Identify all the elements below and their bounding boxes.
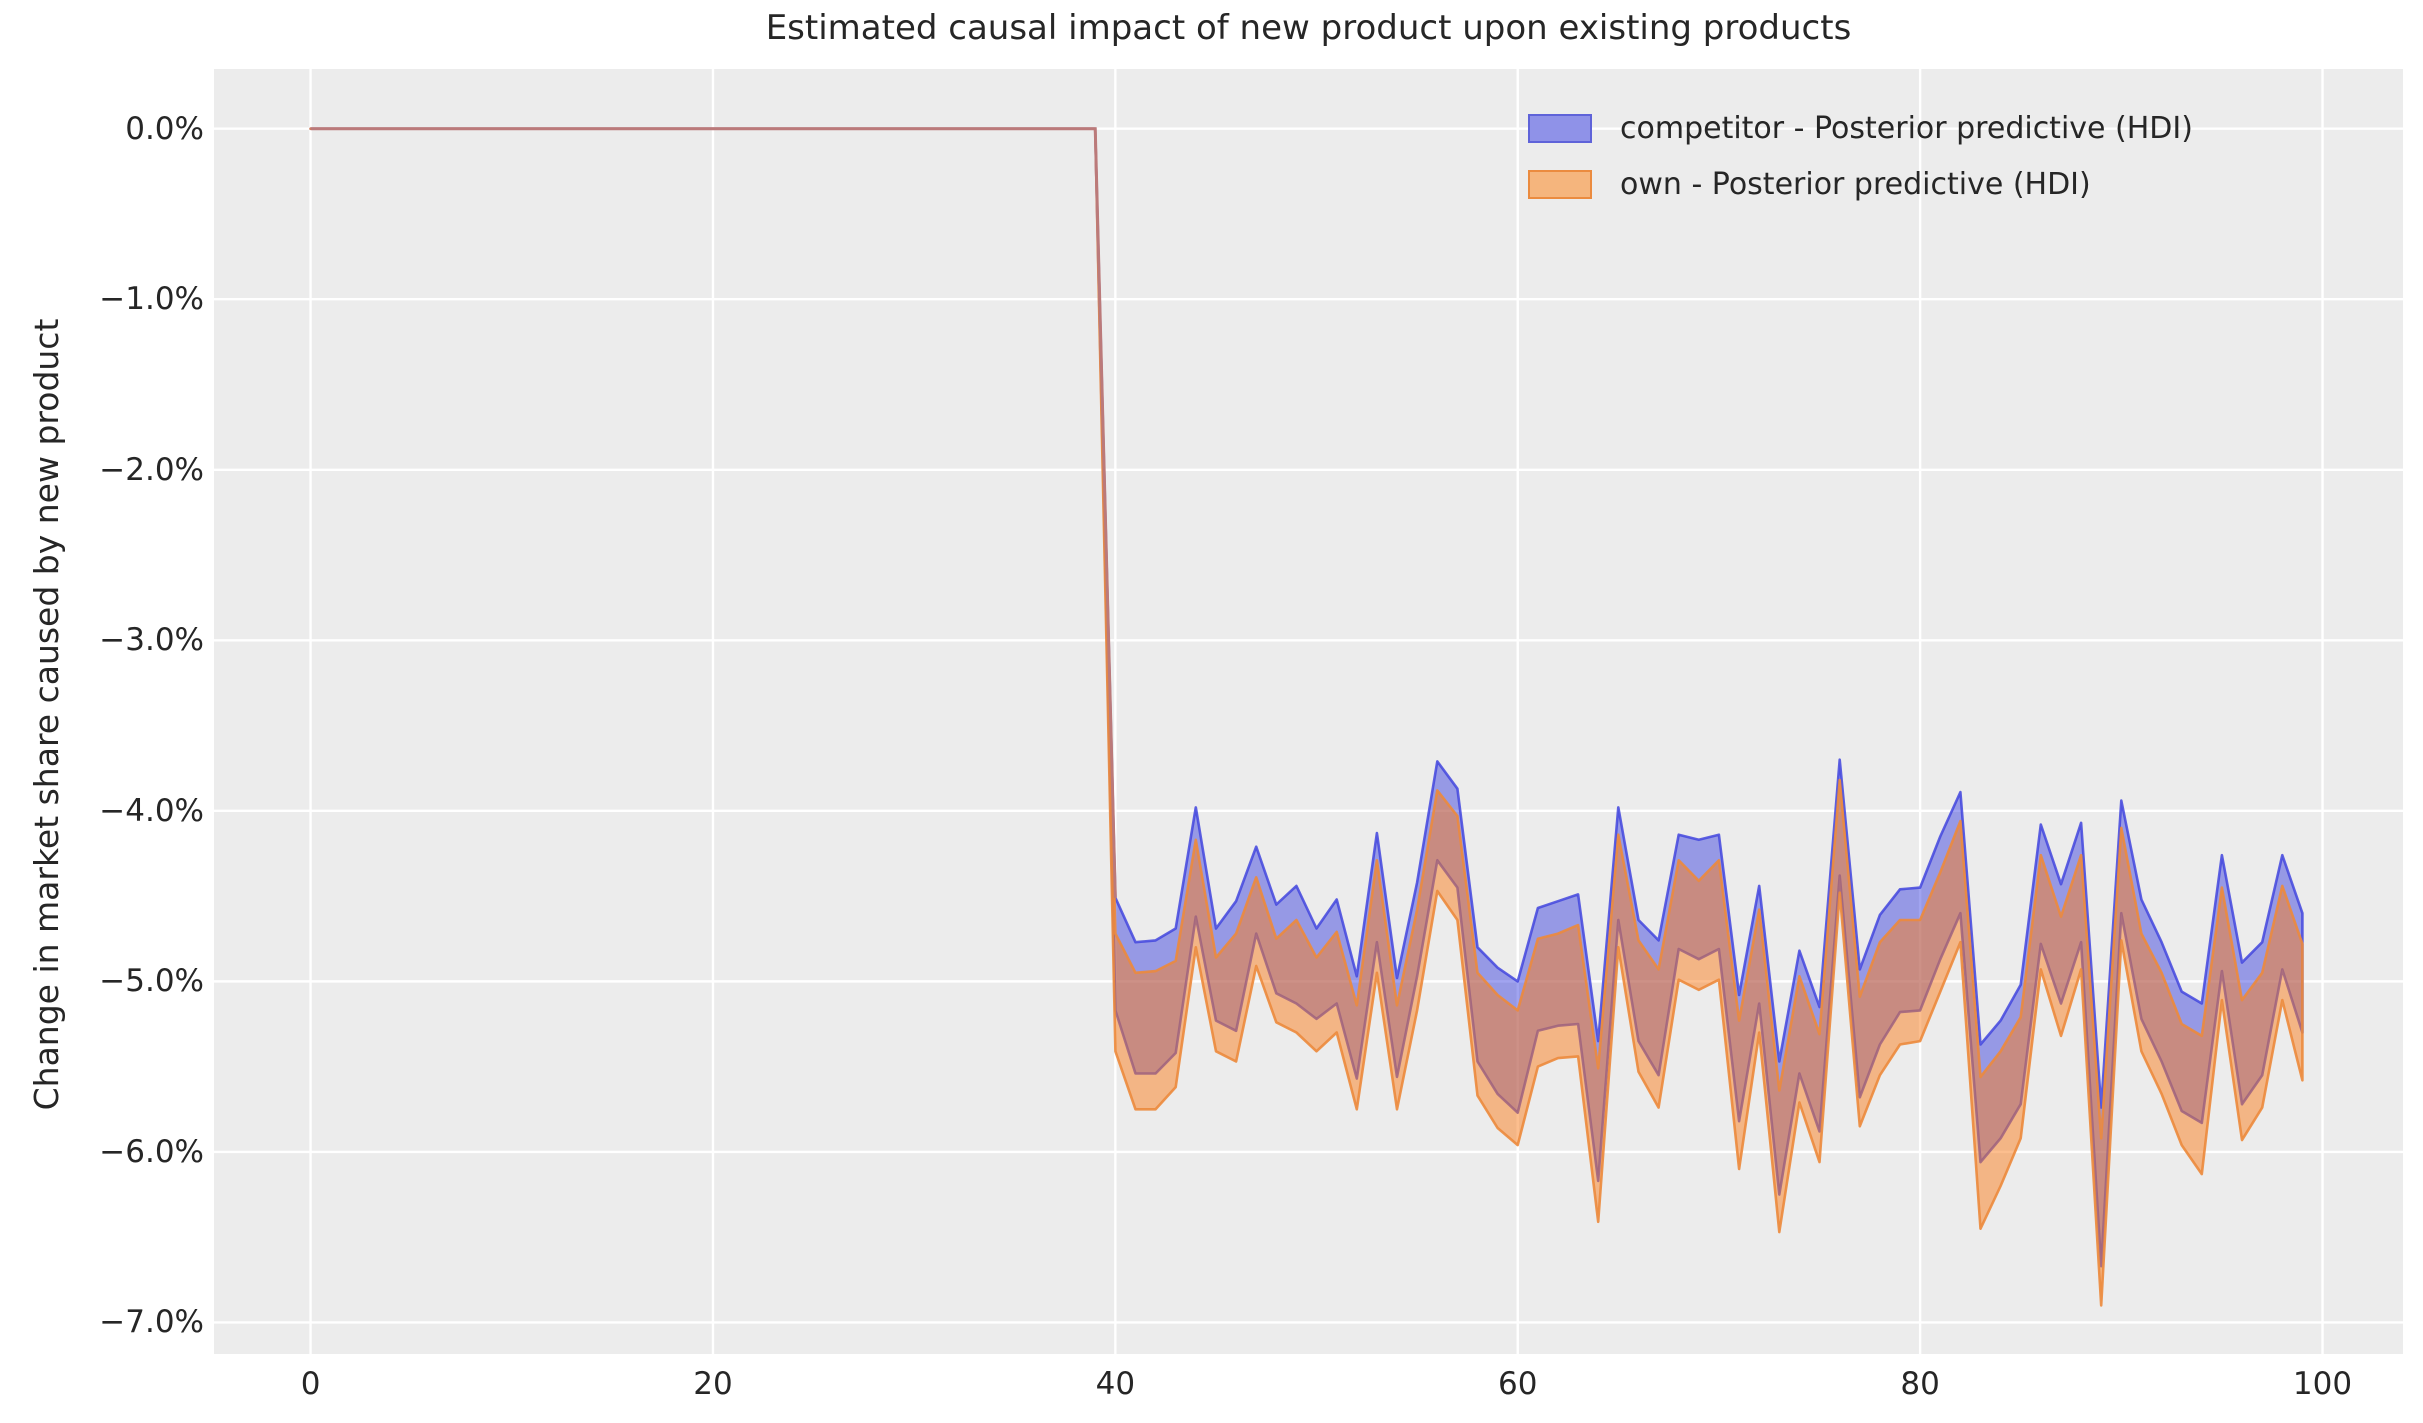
- own-hdi-band: [309, 127, 2304, 1307]
- chart-title: Estimated causal impact of new product u…: [765, 8, 1852, 48]
- legend: competitor - Posterior predictive (HDI) o…: [1528, 100, 2193, 212]
- x-tick-label: 20: [693, 1366, 733, 1402]
- y-tick-label: −3.0%: [99, 622, 204, 659]
- plot-area: [214, 69, 2403, 1354]
- legend-row: competitor - Posterior predictive (HDI): [1528, 100, 2193, 156]
- y-tick-label: −1.0%: [99, 281, 204, 318]
- legend-row: own - Posterior predictive (HDI): [1528, 156, 2193, 212]
- y-tick-label: −7.0%: [99, 1304, 204, 1341]
- x-tick-label: 0: [300, 1366, 321, 1402]
- y-tick-label: −6.0%: [99, 1133, 204, 1170]
- plot-background: [214, 69, 2403, 1354]
- x-tick-label: 100: [2292, 1366, 2353, 1402]
- y-tick-label: 0.0%: [125, 110, 204, 147]
- legend-label: competitor - Posterior predictive (HDI): [1620, 110, 2193, 146]
- x-tick-label: 80: [1900, 1366, 1940, 1402]
- competitor-swatch-icon: [1528, 113, 1592, 143]
- pre-period-zero-line: [310, 127, 1117, 898]
- x-tick-label: 60: [1498, 1366, 1538, 1402]
- x-tick-label: 40: [1095, 1366, 1136, 1402]
- own-swatch-icon: [1528, 169, 1592, 199]
- y-tick-label: −4.0%: [99, 792, 204, 829]
- y-tick-label: −5.0%: [99, 963, 204, 1000]
- y-tick-label: −2.0%: [99, 451, 204, 488]
- legend-label: own - Posterior predictive (HDI): [1620, 166, 2091, 202]
